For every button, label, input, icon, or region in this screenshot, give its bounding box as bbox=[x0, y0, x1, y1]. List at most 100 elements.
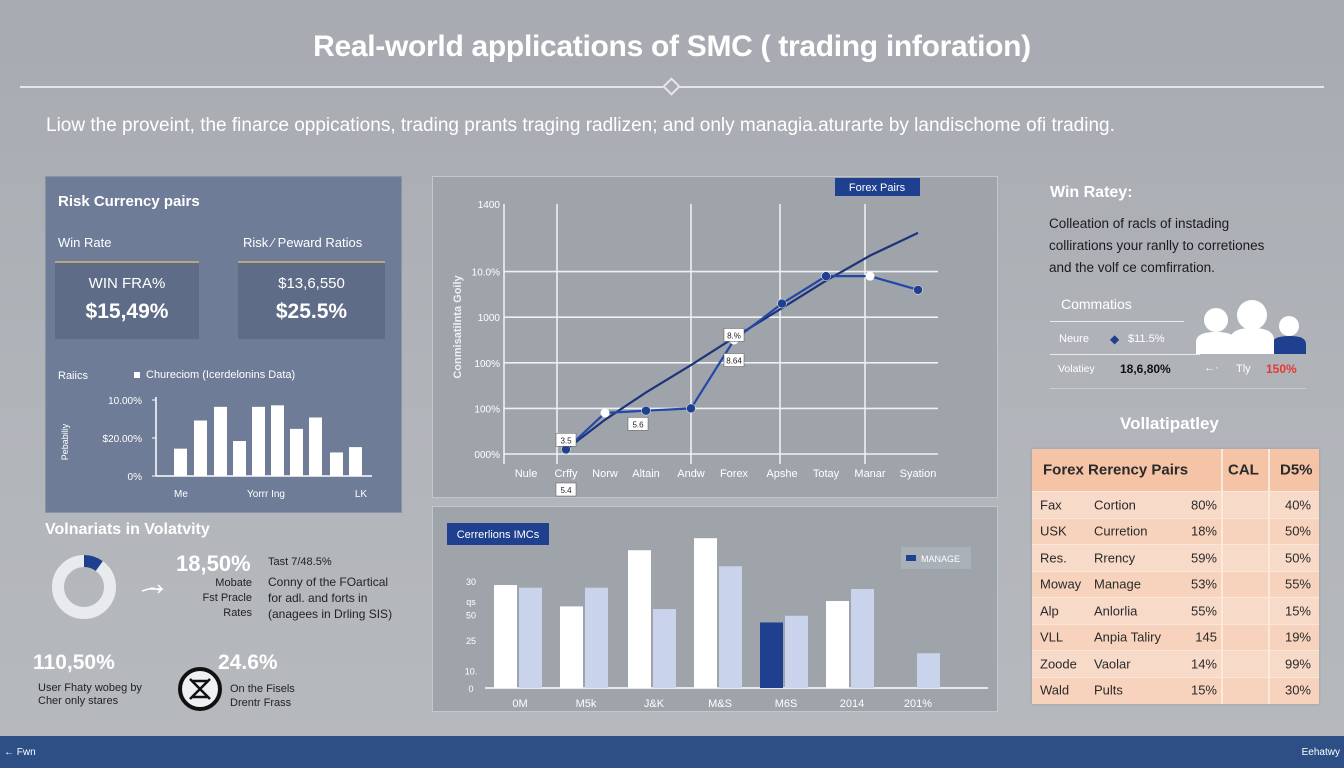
row-cal: 18% bbox=[1190, 523, 1217, 539]
data-point bbox=[641, 405, 651, 416]
volatiey-label: Volatiey bbox=[1058, 363, 1095, 375]
annotation-box bbox=[723, 328, 745, 342]
paragraph-line: collirations your ranlly to corretiones bbox=[1049, 238, 1265, 253]
y-axis-label: Conmisatilnta Goily bbox=[452, 274, 464, 378]
bar bbox=[519, 587, 542, 688]
column-separator bbox=[1221, 449, 1223, 704]
divider bbox=[1050, 321, 1184, 322]
risk-reward-value: $25.5% bbox=[275, 300, 348, 323]
vollatipatley-heading: Vollatipatley bbox=[1120, 414, 1219, 433]
correlation-bar-chart: 0 10. 25 50 qs 30 0M M5k J&K M&S M6S 2014 201% Cerrer… bbox=[447, 523, 988, 710]
caption-line: User Fhaty wobeg by bbox=[38, 682, 142, 694]
win-rate-value: $15,49% bbox=[85, 300, 169, 323]
stat3-value: 24.6% bbox=[218, 651, 278, 674]
table-row: VLL Anpia Taliry 145 19% bbox=[1032, 623, 1319, 651]
x-tick-label: M&S bbox=[708, 698, 732, 710]
annotation-label: 5.6 bbox=[632, 420, 644, 429]
x-tick-label: M6S bbox=[775, 698, 798, 710]
y-tick-label: 1400 bbox=[478, 200, 501, 211]
y-tick-label: 10. bbox=[465, 667, 478, 677]
table-header: Forex Rerency Pairs CAL D5% bbox=[1032, 449, 1319, 491]
table-row: Fax Cortion 80% 40% bbox=[1032, 491, 1319, 518]
x-tick-label: Syation bbox=[900, 468, 937, 480]
y-tick-label: 100% bbox=[474, 404, 500, 415]
annotation-label: 3.5 bbox=[560, 436, 572, 445]
legend-label: Chureciom (Icerdelonins Data) bbox=[146, 369, 296, 381]
y-tick-label: $20.00% bbox=[103, 434, 143, 445]
bar bbox=[233, 441, 246, 476]
x-tick-label: Yorrr Ing bbox=[247, 489, 285, 500]
annotation-label: 8.64 bbox=[726, 357, 742, 366]
row-code: Moway bbox=[1040, 576, 1082, 592]
page-title: Real-world applications of SMC ( trading… bbox=[313, 30, 1031, 63]
neure-value: $11.5% bbox=[1128, 333, 1165, 345]
note-line: for adl. and forts in bbox=[268, 591, 368, 605]
y-tick-label: 0% bbox=[128, 472, 143, 483]
win-ratey-heading: Win Ratey: bbox=[1050, 184, 1133, 201]
diamond-bullet-icon: ◆ bbox=[1110, 332, 1120, 346]
row-cal: 14% bbox=[1190, 656, 1217, 672]
row-code: Zoode bbox=[1040, 656, 1077, 672]
bar bbox=[851, 589, 874, 688]
data-point bbox=[686, 403, 696, 414]
x-tick-label: Me bbox=[174, 489, 188, 500]
footer-back-link[interactable]: ← Fwn bbox=[4, 747, 36, 758]
x-tick-label: 201% bbox=[904, 698, 932, 710]
table-row: Wald Pults 15% 30% bbox=[1032, 676, 1319, 704]
forex-line-chart: 000% 100% 100% 1000 10.0% 1400 Nule Crffy Norw Al… bbox=[452, 178, 938, 497]
stat2-caption: User Fhaty wobeg by Cher only stares bbox=[38, 682, 142, 708]
forex-pairs-chart-panel: 000% 100% 100% 1000 10.0% 1400 Nule Crffy Norw Al… bbox=[432, 176, 998, 498]
row-d5: 40% bbox=[1284, 497, 1311, 513]
x-tick-label: Norw bbox=[592, 468, 618, 480]
small-bar-chart: 0% $20.00% 10.00% Me Yorrr Ing LK Pebabiliy bbox=[60, 396, 372, 500]
bar bbox=[760, 622, 783, 688]
header-cal: CAL bbox=[1228, 461, 1259, 479]
annotation-box bbox=[627, 417, 649, 431]
x-tick-label: Crffy bbox=[554, 468, 578, 480]
table-row: Zoode Vaolar 14% 99% bbox=[1032, 650, 1319, 677]
x-tick-label: Forex bbox=[720, 468, 749, 480]
volatility-note: Conny of the FOartical for adl. and fort… bbox=[268, 574, 392, 622]
legend-label: MANAGE bbox=[921, 554, 960, 564]
side-label: Mobate bbox=[215, 577, 252, 589]
row-d5: 15% bbox=[1284, 603, 1311, 619]
y-axis-label: Pebabiliy bbox=[60, 423, 70, 460]
paragraph-line: and the volf ce comfirration. bbox=[1049, 260, 1215, 275]
donut-track bbox=[52, 555, 116, 619]
x-tick-label: Totay bbox=[813, 468, 840, 480]
row-d5: 50% bbox=[1284, 523, 1311, 539]
bar bbox=[719, 566, 742, 688]
bar bbox=[826, 601, 849, 688]
divider bbox=[1050, 354, 1200, 355]
row-code: Res. bbox=[1040, 550, 1067, 566]
legend-swatch bbox=[134, 372, 140, 378]
chart-badge: Forex Pairs bbox=[849, 182, 906, 194]
annotation-label: 8.% bbox=[727, 331, 741, 340]
x-tick-label: M5k bbox=[576, 698, 597, 710]
paragraph-line: Colleation of racls of instading bbox=[1049, 216, 1230, 231]
bar bbox=[494, 585, 517, 688]
row-name: Curretion bbox=[1094, 523, 1148, 539]
chart-badge: Cerrerlions IMCs bbox=[457, 529, 540, 541]
x-tick-label: 0M bbox=[512, 698, 527, 710]
x-tick-label: Altain bbox=[632, 468, 660, 480]
caption-line: Cher only stares bbox=[38, 695, 119, 707]
stat2-value: 110,50% bbox=[33, 651, 115, 674]
bar bbox=[349, 447, 362, 476]
bar bbox=[560, 606, 583, 688]
tly-label: Tly bbox=[1236, 363, 1251, 375]
volatility-heading: Volnariats in Volatvity bbox=[45, 521, 210, 538]
stat3-caption: On the Fisels Drentr Frass bbox=[230, 682, 295, 710]
legend-swatch bbox=[906, 555, 916, 561]
win-ratey-paragraph: Colleation of racls of instading collira… bbox=[1049, 213, 1264, 279]
row-code: USK bbox=[1040, 523, 1067, 539]
bar bbox=[694, 538, 717, 688]
volatility-big-value: 18,50% bbox=[176, 551, 251, 576]
y-tick-label: 10.00% bbox=[108, 396, 142, 407]
win-rate-label: Win Rate bbox=[58, 235, 112, 250]
win-rate-caption: WIN FRA% bbox=[88, 275, 166, 292]
column-separator bbox=[1268, 449, 1270, 704]
row-code: Wald bbox=[1040, 682, 1070, 698]
row-d5: 19% bbox=[1284, 629, 1311, 645]
row-name: Vaolar bbox=[1094, 656, 1131, 672]
